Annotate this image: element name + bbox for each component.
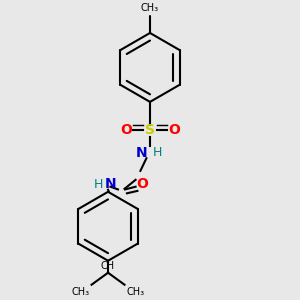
Text: H: H xyxy=(152,146,162,159)
Text: CH₃: CH₃ xyxy=(72,287,90,297)
Text: S: S xyxy=(145,123,155,137)
Text: N: N xyxy=(105,177,117,191)
Text: CH₃: CH₃ xyxy=(126,287,144,297)
Text: CH: CH xyxy=(101,261,115,271)
Text: N: N xyxy=(136,146,148,160)
Text: O: O xyxy=(168,123,180,137)
Text: H: H xyxy=(93,178,103,191)
Text: O: O xyxy=(120,123,132,137)
Text: O: O xyxy=(136,177,148,191)
Text: CH₃: CH₃ xyxy=(141,4,159,14)
